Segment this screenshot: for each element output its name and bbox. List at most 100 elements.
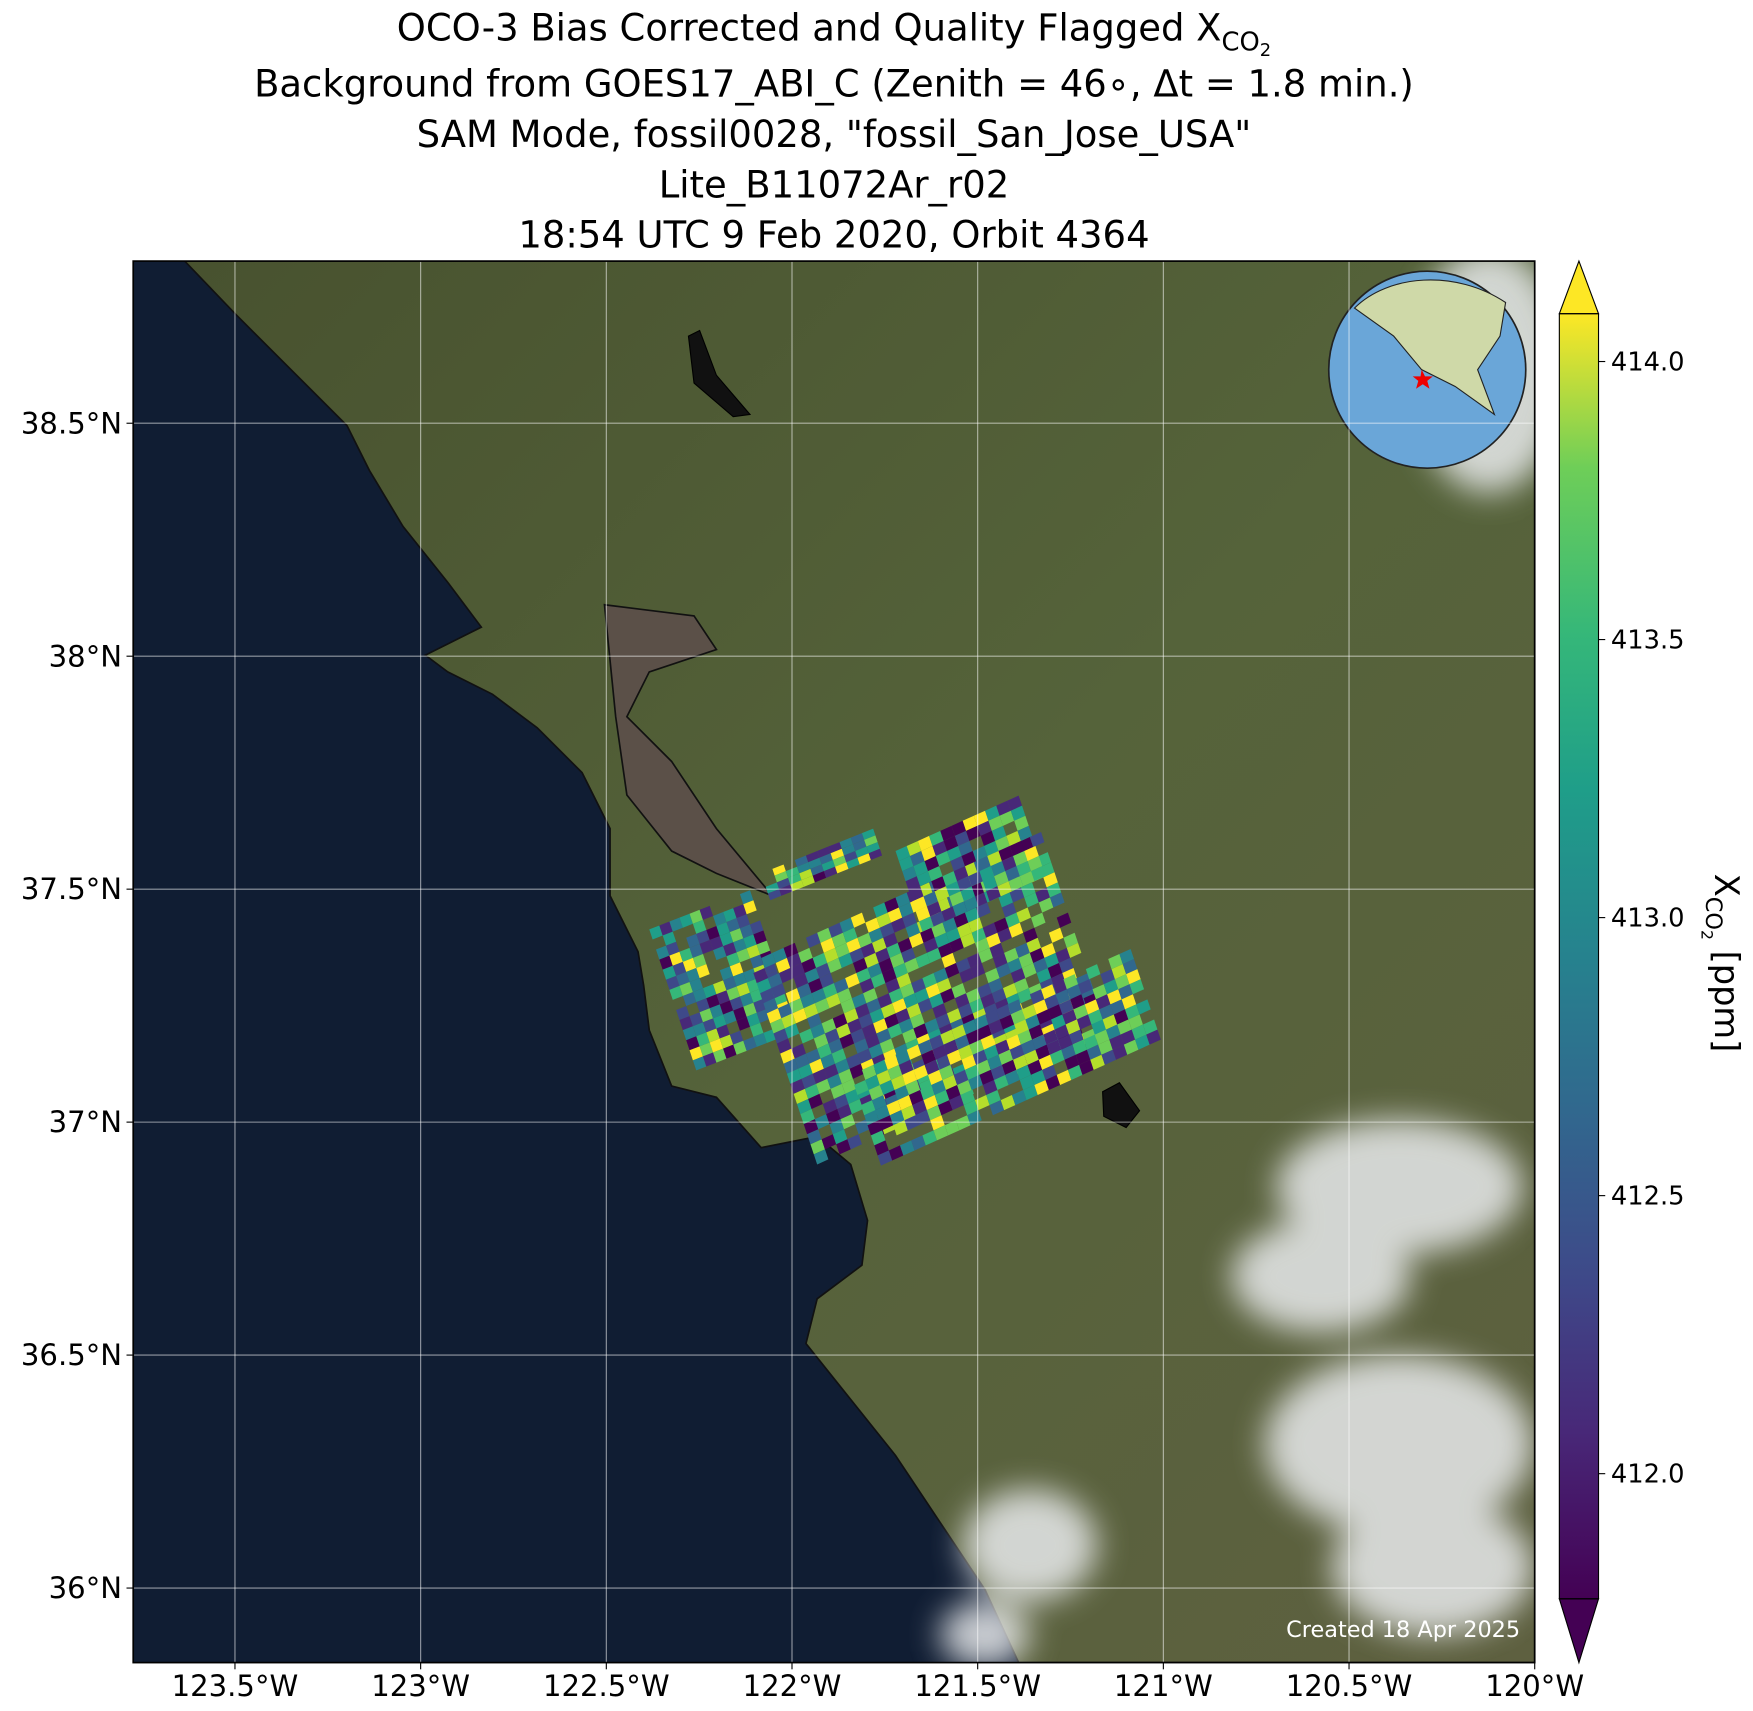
sounding-pixel (942, 1074, 958, 1091)
sounding-pixel (858, 1013, 874, 1029)
sounding-pixel (964, 907, 980, 923)
sounding-pixel (868, 848, 883, 860)
sounding-pixel (895, 1008, 911, 1024)
sounding-pixel (924, 856, 940, 872)
sounding-pixel (933, 1125, 949, 1141)
sounding-pixel (848, 1098, 864, 1115)
sounding-pixel (916, 871, 932, 887)
sounding-pixel (1051, 973, 1066, 989)
sounding-pixel (702, 1052, 717, 1067)
sounding-pixel (994, 917, 1009, 933)
sounding-pixel (876, 1069, 892, 1085)
sounding-pixel (855, 1119, 870, 1135)
sounding-pixel (863, 988, 878, 1004)
sounding-pixel (942, 871, 958, 887)
sounding-pixel (666, 941, 680, 956)
sounding-pixel (953, 1069, 969, 1085)
title-text: OCO-3 Bias Corrected and Quality Flagged… (397, 7, 1222, 50)
sounding-pixel (716, 1024, 730, 1039)
colorbar-label: XCO2 [ppm] (1698, 874, 1746, 1052)
sounding-pixel (723, 1044, 737, 1059)
sounding-pixel (982, 922, 998, 938)
sounding-pixel (1142, 1019, 1158, 1035)
sounding-pixel (988, 815, 1003, 831)
sounding-pixel (713, 980, 727, 995)
sounding-pixel (1023, 1084, 1038, 1101)
sounding-pixel (968, 917, 983, 933)
sounding-pixel (923, 1095, 939, 1111)
sounding-pixel (947, 1049, 962, 1065)
sounding-pixel (865, 1033, 880, 1049)
y-tick-label: 36°N (49, 1571, 122, 1605)
sounding-pixel (838, 952, 853, 969)
sounding-pixel (923, 937, 939, 953)
sounding-pixel (872, 1095, 887, 1111)
sounding-pixel (922, 1130, 937, 1146)
sounding-pixel (943, 1039, 959, 1055)
sounding-pixel (1042, 1064, 1057, 1080)
sounding-pixel (949, 937, 964, 953)
sounding-pixel (736, 982, 751, 997)
sounding-pixel (821, 1018, 837, 1034)
sounding-pixel (850, 912, 866, 928)
sounding-pixel (840, 998, 856, 1014)
sounding-pixel (817, 927, 832, 943)
sounding-pixel (873, 1059, 888, 1075)
sounding-pixel (920, 1084, 935, 1101)
sounding-pixel (941, 906, 956, 922)
y-tick-label: 38.5°N (21, 406, 122, 440)
sounding-pixel (966, 1029, 981, 1045)
sounding-pixel (709, 1038, 724, 1053)
sounding-pixel (1017, 825, 1033, 841)
sounding-pixel (1056, 912, 1072, 928)
sounding-pixel (1035, 887, 1051, 903)
sounding-pixel (1023, 927, 1038, 943)
sounding-pixel (729, 1030, 744, 1045)
sounding-pixel (810, 1139, 826, 1155)
sounding-pixel (1050, 892, 1065, 908)
sounding-pixel (1027, 1059, 1043, 1075)
lake (1102, 1082, 1141, 1129)
sounding-pixel (898, 856, 914, 872)
sounding-pixel (931, 1079, 946, 1096)
sounding-pixel (961, 851, 977, 867)
sounding-pixel (867, 1120, 883, 1136)
sounding-pixel (895, 845, 911, 862)
sounding-pixel (896, 973, 912, 989)
sounding-pixel (1058, 999, 1074, 1015)
sounding-pixel (1028, 1024, 1044, 1040)
sounding-pixel (839, 917, 855, 933)
sounding-pixel (962, 1019, 978, 1035)
sounding-pixel (966, 825, 981, 841)
sounding-pixel (845, 1088, 860, 1105)
sounding-pixel (808, 1093, 823, 1110)
sounding-pixel (699, 1008, 714, 1023)
sounding-pixel (1019, 1074, 1035, 1091)
sounding-pixel (1002, 983, 1018, 999)
sounding-pixel (906, 1003, 922, 1019)
sounding-pixel (813, 1149, 829, 1165)
sounding-pixel (689, 978, 703, 993)
sounding-pixel (797, 862, 811, 874)
sounding-pixel (776, 1038, 792, 1054)
sounding-pixel (1067, 1064, 1083, 1080)
sounding-pixel (996, 800, 1011, 816)
sounding-pixel (733, 904, 747, 919)
sounding-pixel (1129, 979, 1145, 995)
sounding-pixel (995, 835, 1010, 852)
sounding-pixel (1064, 1054, 1080, 1070)
sounding-pixel (915, 952, 931, 969)
sounding-pixel (895, 892, 911, 908)
sounding-pixel (1131, 1024, 1147, 1040)
sounding-pixel (957, 1079, 972, 1096)
sounding-pixel (975, 937, 990, 953)
sounding-pixel (954, 993, 970, 1009)
sounding-pixel (736, 1016, 751, 1031)
sounding-pixel (924, 1059, 940, 1075)
sounding-pixel (864, 835, 878, 847)
sounding-pixel (1066, 984, 1082, 1000)
sounding-pixel (1032, 1034, 1047, 1050)
sounding-pixel (926, 901, 942, 917)
sounding-pixel (822, 983, 838, 999)
